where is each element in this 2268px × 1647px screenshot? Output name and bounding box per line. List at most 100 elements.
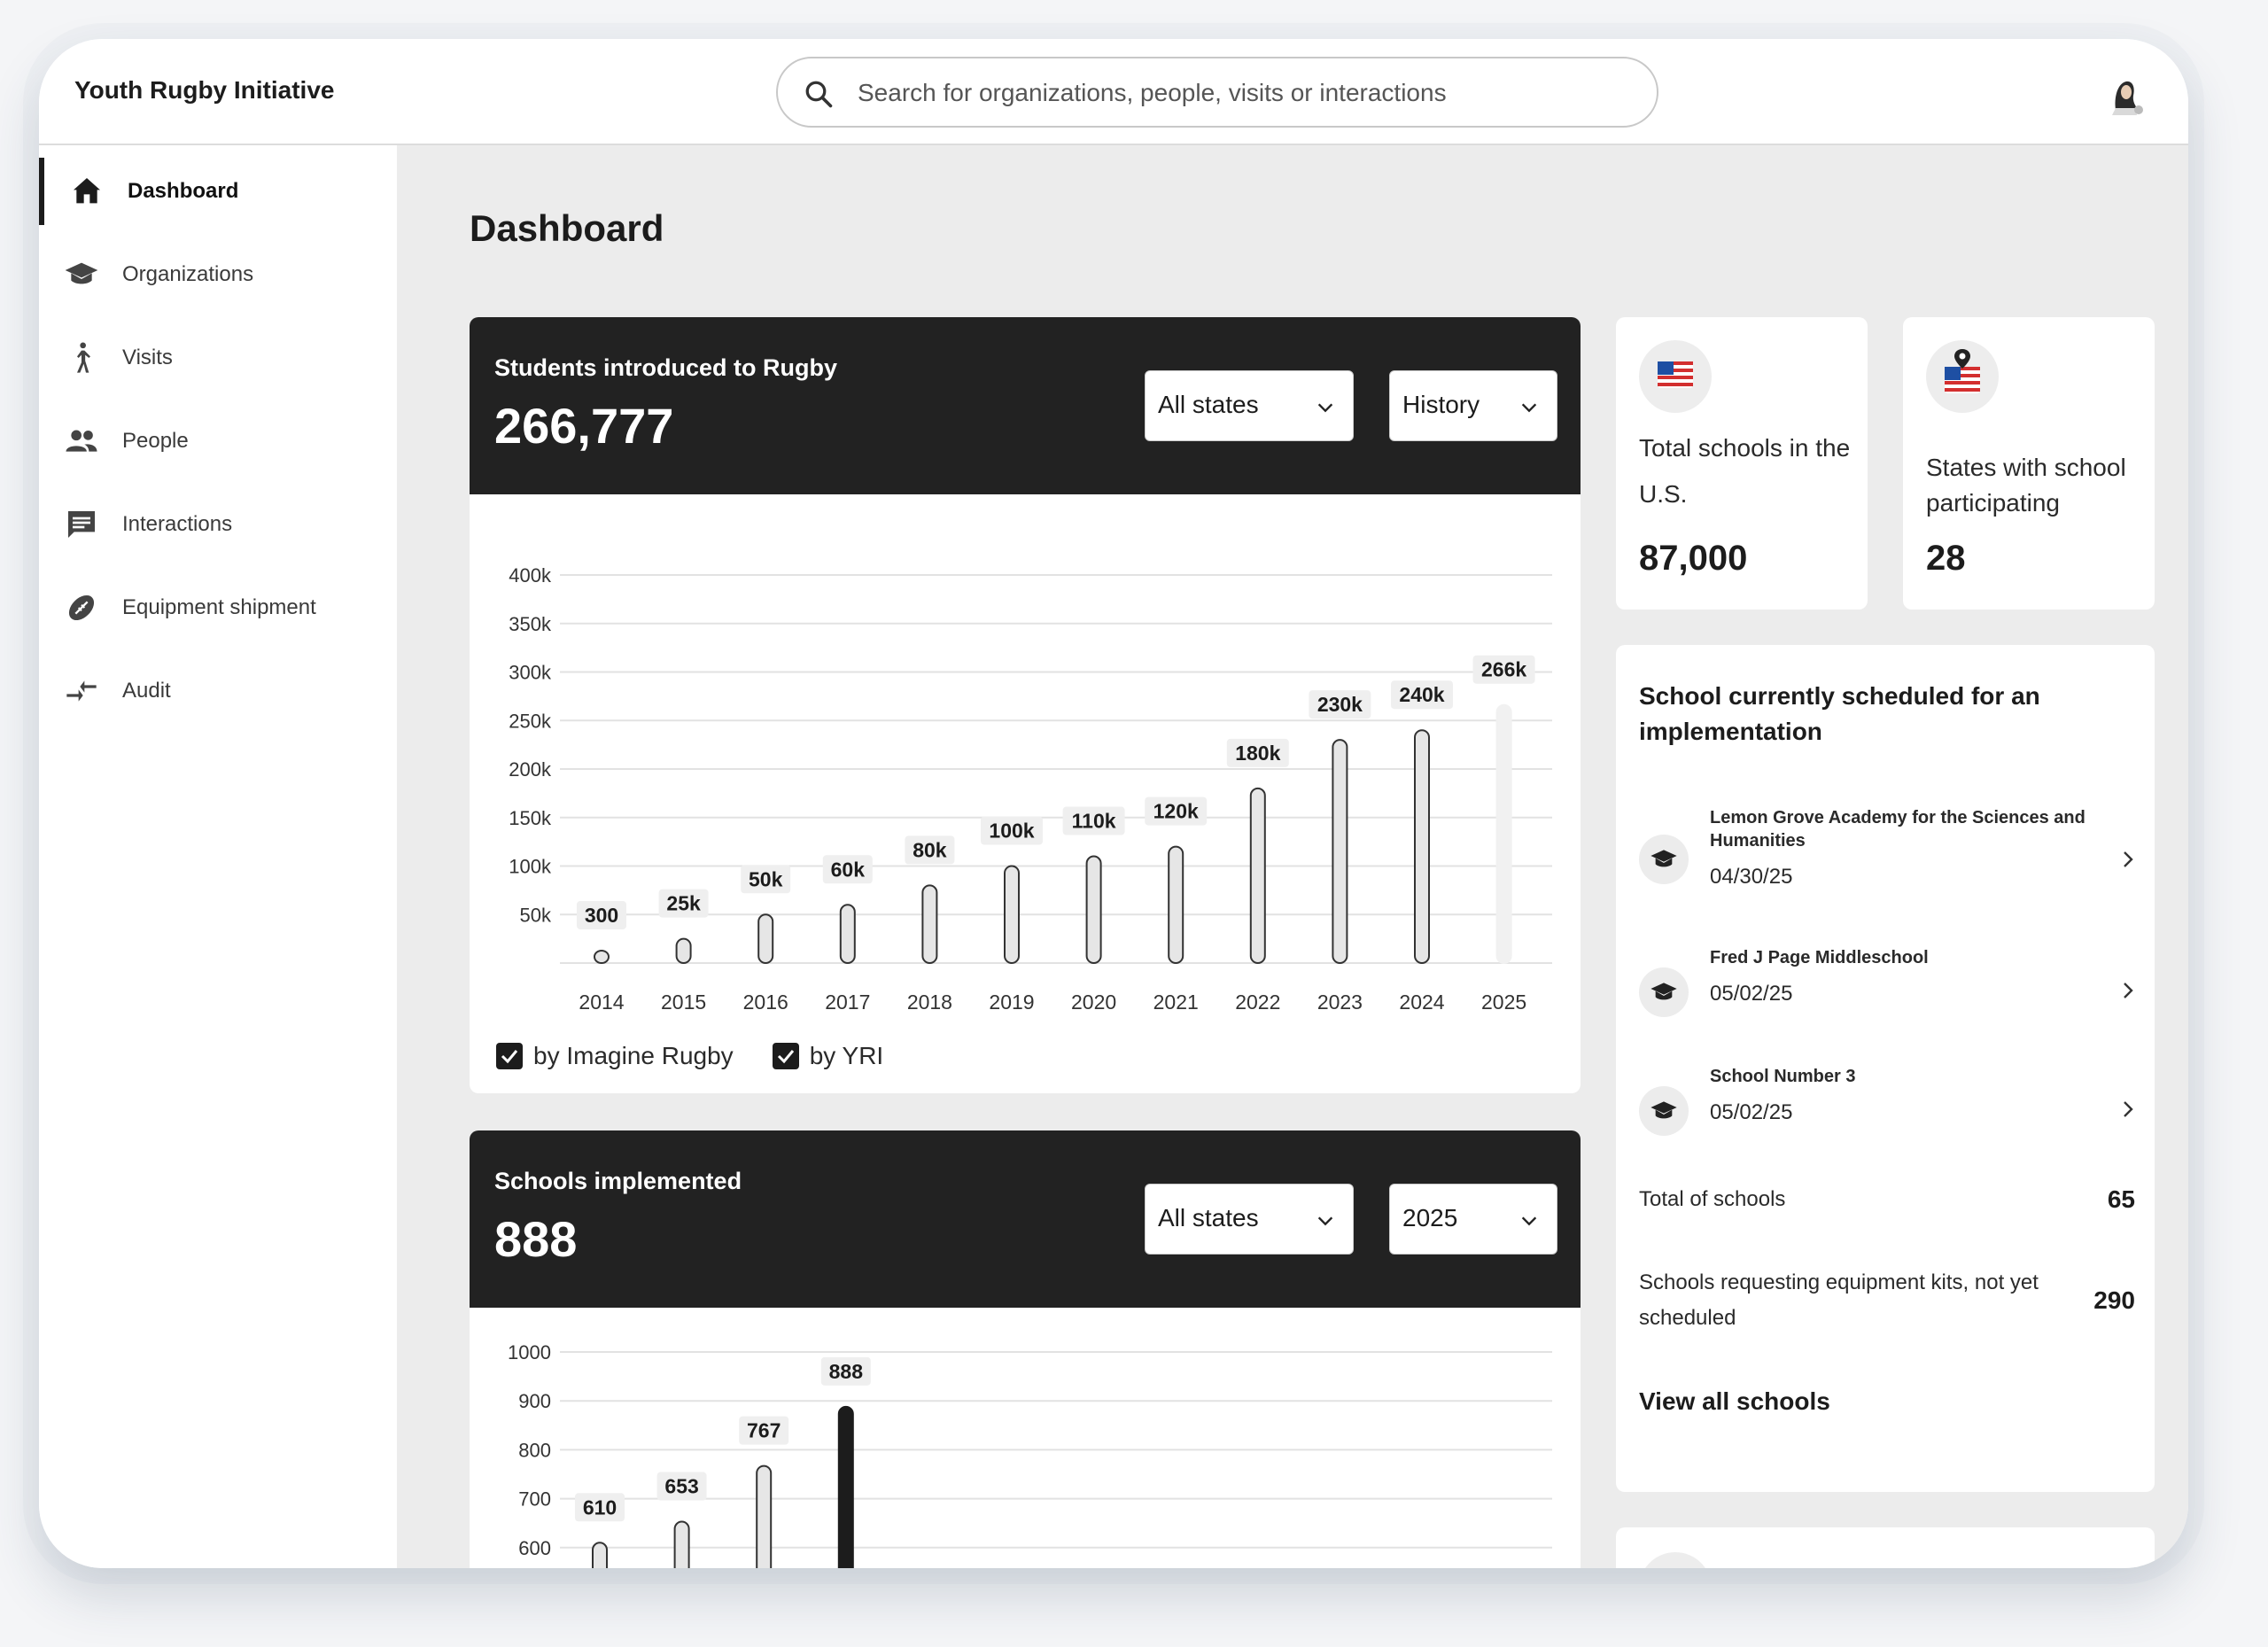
data-label: 180k bbox=[1235, 742, 1280, 765]
requesting-schools-value: 290 bbox=[2093, 1286, 2135, 1314]
select-value: All states bbox=[1158, 1204, 1259, 1231]
stat-value: 28 bbox=[1926, 539, 1966, 578]
page-title: Dashboard bbox=[470, 207, 664, 249]
bar bbox=[675, 937, 692, 964]
search-bar[interactable] bbox=[776, 57, 1658, 128]
x-tick-label: 2023 bbox=[1317, 991, 1363, 1014]
data-label-bg bbox=[741, 865, 791, 894]
main-content: Dashboard Students introduced to Rugby 2… bbox=[397, 145, 2188, 1568]
bar bbox=[1004, 865, 1020, 964]
rugby-ball-icon bbox=[68, 594, 95, 621]
y-tick-label: 150k bbox=[509, 807, 552, 829]
x-tick-label: 2020 bbox=[1071, 991, 1116, 1014]
bar bbox=[1168, 845, 1184, 964]
arrows-in-icon bbox=[66, 680, 97, 702]
students-card-header: Students introduced to Rugby 266,777 All… bbox=[470, 317, 1581, 494]
data-label-bg bbox=[981, 816, 1043, 845]
data-label-bg bbox=[577, 901, 626, 929]
chevron-right-icon[interactable] bbox=[2117, 1099, 2139, 1120]
data-label-bg bbox=[1062, 806, 1125, 835]
chevron-down-icon bbox=[1521, 403, 1537, 413]
school-name: School Number 3 bbox=[1710, 1067, 1856, 1086]
bar bbox=[837, 1405, 854, 1568]
select-value: All states bbox=[1158, 391, 1259, 418]
home-icon bbox=[74, 178, 100, 204]
y-tick-label: 400k bbox=[509, 564, 552, 587]
students-state-select[interactable]: All states bbox=[1145, 370, 1354, 441]
sidebar-item-label: Dashboard bbox=[128, 179, 239, 203]
select-value: 2025 bbox=[1402, 1204, 1458, 1231]
students-period-select[interactable]: History bbox=[1389, 370, 1557, 441]
top-bar: Youth Rugby Initiative bbox=[39, 39, 2188, 145]
data-label-bg bbox=[905, 835, 955, 865]
scheduled-row[interactable]: Fred J Page Middleschool 05/02/25 bbox=[1639, 946, 2135, 1035]
data-label-bg bbox=[658, 889, 709, 918]
check-icon bbox=[777, 1050, 794, 1064]
stat-states: States with school participating 28 bbox=[1903, 317, 2155, 610]
schools-period-select[interactable]: 2025 bbox=[1389, 1184, 1557, 1255]
total-schools-value: 65 bbox=[2107, 1185, 2135, 1213]
bar bbox=[921, 884, 938, 964]
bar bbox=[1495, 703, 1512, 964]
school-name: Fred J Page Middleschool bbox=[1710, 948, 1929, 967]
y-tick-label: 350k bbox=[509, 613, 552, 635]
x-tick-label: 2017 bbox=[825, 991, 870, 1014]
checkbox-checked[interactable] bbox=[496, 1043, 523, 1069]
scheduled-row[interactable]: Lemon Grove Academy for the Sciences and… bbox=[1639, 806, 2135, 904]
search-icon bbox=[805, 81, 833, 108]
y-tick-label: 600 bbox=[518, 1537, 551, 1559]
sidebar-item-audit[interactable]: Audit bbox=[39, 657, 397, 725]
sidebar-item-label: Interactions bbox=[122, 512, 233, 536]
students-bar-chart: 50k 100k 150k 200k 250k 300k 350k 400k 300 2014 25… bbox=[509, 564, 1552, 1014]
app-title: Youth Rugby Initiative bbox=[74, 76, 335, 104]
view-all-schools-link[interactable]: View all schools bbox=[1639, 1387, 1830, 1415]
search-input[interactable] bbox=[858, 74, 1619, 112]
legend-label: by Imagine Rugby bbox=[533, 1042, 734, 1069]
avatar[interactable] bbox=[2100, 71, 2148, 119]
schools-card-header: Schools implemented 888 All states 2025 bbox=[470, 1130, 1581, 1308]
data-label: 767 bbox=[747, 1419, 781, 1442]
stat-label: Total schools in the U.S. bbox=[1639, 434, 1851, 508]
scheduled-title: School currently scheduled for an implem… bbox=[1639, 682, 2040, 745]
sidebar-item-interactions[interactable]: Interactions bbox=[39, 491, 397, 558]
sidebar-item-equipment-shipment[interactable]: Equipment shipment bbox=[39, 574, 397, 641]
sidebar-item-label: Equipment shipment bbox=[122, 595, 316, 619]
x-tick-label: 2022 bbox=[1235, 991, 1280, 1014]
graduation-cap-icon bbox=[1639, 1086, 1689, 1136]
x-tick-label: 2024 bbox=[1399, 991, 1444, 1014]
data-label-bg bbox=[1309, 690, 1371, 719]
sidebar-item-organizations[interactable]: Organizations bbox=[39, 241, 397, 308]
legend-yri[interactable]: by YRI bbox=[772, 1042, 883, 1070]
data-label: 80k bbox=[913, 838, 947, 861]
checkbox-checked[interactable] bbox=[772, 1043, 799, 1069]
schools-card-title: Schools implemented bbox=[494, 1168, 742, 1194]
x-tick-label: 2021 bbox=[1153, 991, 1199, 1014]
data-label-bg bbox=[822, 855, 873, 884]
legend-imagine-rugby[interactable]: by Imagine Rugby bbox=[496, 1042, 734, 1070]
y-tick-label: 50k bbox=[520, 904, 552, 926]
bar bbox=[592, 1542, 608, 1568]
sidebar-item-visits[interactable]: Visits bbox=[39, 324, 397, 392]
avatar-icon bbox=[2112, 81, 2143, 115]
bar bbox=[756, 1464, 773, 1568]
graduation-cap-icon bbox=[1639, 967, 1689, 1017]
chevron-right-icon[interactable] bbox=[2117, 980, 2139, 1001]
stat-value: 87,000 bbox=[1639, 539, 1748, 578]
school-date: 05/02/25 bbox=[1710, 1100, 1793, 1124]
schools-state-select[interactable]: All states bbox=[1145, 1184, 1354, 1255]
scheduled-row[interactable]: School Number 3 05/02/25 bbox=[1639, 1065, 2135, 1154]
y-tick-label: 900 bbox=[518, 1390, 551, 1412]
total-schools-label: Total of schools bbox=[1639, 1187, 1786, 1211]
chevron-right-icon[interactable] bbox=[2117, 849, 2139, 870]
data-label-bg bbox=[739, 1416, 789, 1445]
x-tick-label: 2018 bbox=[907, 991, 952, 1014]
data-label-bg bbox=[1226, 738, 1289, 767]
sidebar-item-dashboard[interactable]: Dashboard bbox=[39, 158, 397, 225]
sidebar-item-people[interactable]: People bbox=[39, 408, 397, 475]
students-card: Students introduced to Rugby 266,777 All… bbox=[470, 317, 1581, 1093]
data-label-bg bbox=[820, 1356, 871, 1386]
data-label: 25k bbox=[666, 892, 701, 915]
data-label: 240k bbox=[1399, 683, 1444, 706]
sidebar-item-label: Organizations bbox=[122, 262, 254, 286]
school-date: 04/30/25 bbox=[1710, 865, 1793, 889]
